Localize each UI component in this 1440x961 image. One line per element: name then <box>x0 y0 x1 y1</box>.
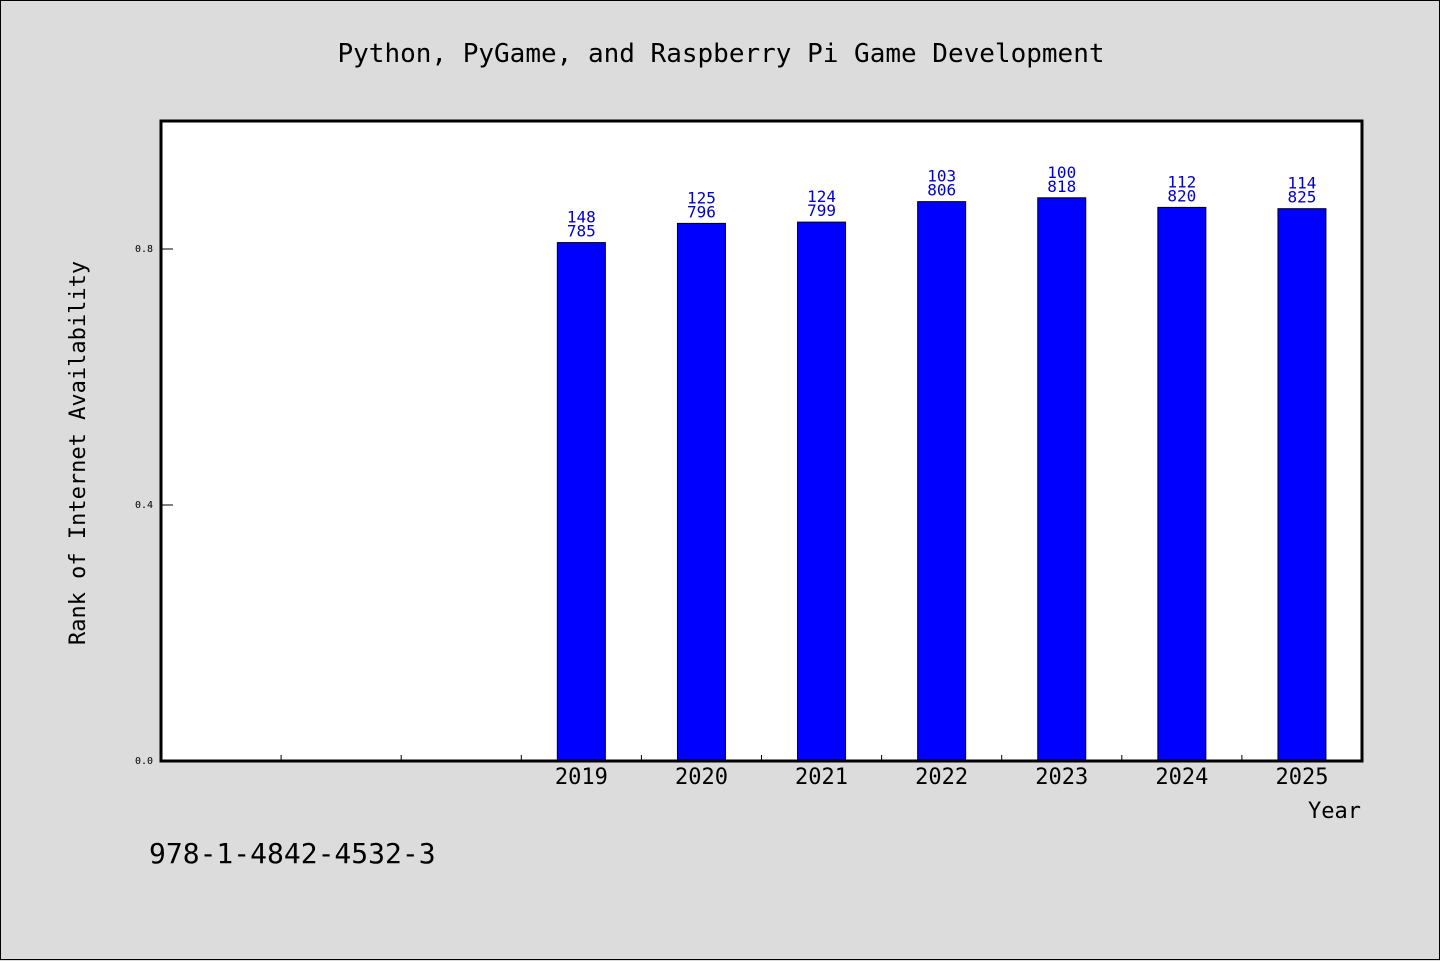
bar-2025 <box>1277 208 1327 762</box>
x-tick-label-2020: 2020 <box>675 765 728 790</box>
bar-label-top-2024: 112 <box>1167 172 1196 191</box>
x-axis-label: Year <box>1308 799 1361 824</box>
x-tick-label-2024: 2024 <box>1155 765 1208 790</box>
plot-border <box>159 119 1364 763</box>
bar-label-bottom-2020: 796 <box>687 202 716 221</box>
x-tick-label-2023: 2023 <box>1035 765 1088 790</box>
y-tick-label: 0.0 <box>135 756 153 767</box>
x-tick-label-2025: 2025 <box>1275 765 1328 790</box>
bar-label-bottom-2023: 818 <box>1047 177 1076 196</box>
y-tick-label: 0.4 <box>135 500 153 511</box>
bar-label-top-2019: 148 <box>567 208 596 227</box>
bar-label-top-2021: 124 <box>807 187 836 206</box>
bar-2024 <box>1157 206 1207 762</box>
bar-label-top-2025: 114 <box>1287 174 1316 193</box>
bar-2020 <box>676 222 726 762</box>
bar-label-bottom-2022: 806 <box>927 181 956 200</box>
bar-label-bottom-2025: 825 <box>1287 188 1316 207</box>
bar-2023 <box>1037 197 1087 762</box>
x-tick-label-2022: 2022 <box>915 765 968 790</box>
bar-label-top-2023: 100 <box>1047 163 1076 182</box>
y-tick-label: 0.8 <box>135 244 153 255</box>
bar-2021 <box>797 221 847 762</box>
bar-label-top-2020: 125 <box>687 188 716 207</box>
bar-label-bottom-2024: 820 <box>1167 186 1196 205</box>
ticks-group: 2019 2020 2021 2022 2023 2024 2025 0.0 0.4 0.8 <box>135 244 1329 790</box>
bar-2019 <box>556 242 606 762</box>
bar-label-bottom-2021: 799 <box>807 201 836 220</box>
y-axis-label: Rank of Internet Availability <box>66 261 91 645</box>
bar-label-top-2022: 103 <box>927 167 956 186</box>
bar-2022 <box>917 201 967 762</box>
isbn-text: 978-1-4842-4532-3 <box>149 837 436 870</box>
x-tick-label-2019: 2019 <box>555 765 608 790</box>
x-tick-label-2021: 2021 <box>795 765 848 790</box>
chart-title: Python, PyGame, and Raspberry Pi Game De… <box>337 39 1104 69</box>
bar-label-bottom-2019: 785 <box>567 222 596 241</box>
